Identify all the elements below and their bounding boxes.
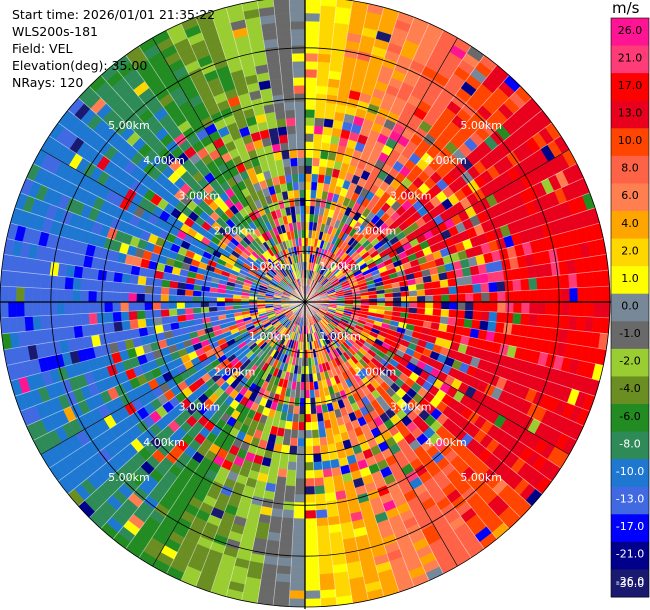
- colorbar-tick-label: 21.0: [618, 51, 643, 64]
- colorbar-tick-label: -10.0: [616, 465, 644, 478]
- colorbar-tick-label: -13.0: [616, 493, 644, 506]
- colorbar-tick-label: 4.0: [621, 217, 639, 230]
- colorbar-tick-label: 26.0: [618, 24, 643, 37]
- colorbar-tick-label: -4.0: [619, 382, 640, 395]
- colorbar-tick-label: -2.0: [619, 355, 640, 368]
- colorbar-tick-label: -21.0: [616, 548, 644, 561]
- colorbar-tick-label: -17.0: [616, 520, 644, 533]
- colorbar-tick-label: 17.0: [618, 79, 643, 92]
- colorbar-tick-label: 10.0: [618, 134, 643, 147]
- colorbar-tick-label: -30.0: [616, 577, 644, 590]
- colorbar-tick-label: -6.0: [619, 410, 640, 423]
- colorbar-tick-label: 13.0: [618, 107, 643, 120]
- colorbar-units: m/s: [612, 0, 640, 17]
- colorbar-tick-label: -8.0: [619, 437, 640, 450]
- velocity-gates: [0, 0, 611, 608]
- colorbar-tick-label: 1.0: [621, 272, 639, 285]
- colorbar-tick-label: -1.0: [619, 327, 640, 340]
- colorbar-tick-label: 6.0: [621, 189, 639, 202]
- colorbar-tick-label: 8.0: [621, 162, 639, 175]
- colorbar-tick-label: 2.0: [621, 244, 639, 257]
- colorbar-tick-label: 0.0: [621, 300, 639, 313]
